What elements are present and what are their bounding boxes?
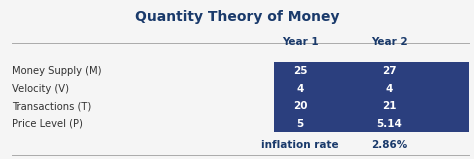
Text: Money Supply (M): Money Supply (M): [12, 66, 101, 76]
FancyBboxPatch shape: [273, 62, 469, 132]
Text: Price Level (P): Price Level (P): [12, 119, 83, 129]
Text: 5: 5: [297, 119, 304, 129]
Text: 27: 27: [382, 66, 397, 76]
Text: Year 2: Year 2: [371, 37, 408, 47]
Text: 5.14: 5.14: [376, 119, 402, 129]
Text: inflation rate: inflation rate: [262, 141, 339, 150]
Text: Year 1: Year 1: [282, 37, 319, 47]
Text: Velocity (V): Velocity (V): [12, 84, 69, 94]
Text: Transactions (T): Transactions (T): [12, 101, 91, 111]
Text: Quantity Theory of Money: Quantity Theory of Money: [135, 10, 339, 24]
Text: 20: 20: [293, 101, 308, 111]
Text: 21: 21: [382, 101, 396, 111]
Text: 4: 4: [385, 84, 393, 94]
Text: 25: 25: [293, 66, 308, 76]
Text: 4: 4: [297, 84, 304, 94]
Text: 2.86%: 2.86%: [371, 141, 407, 150]
